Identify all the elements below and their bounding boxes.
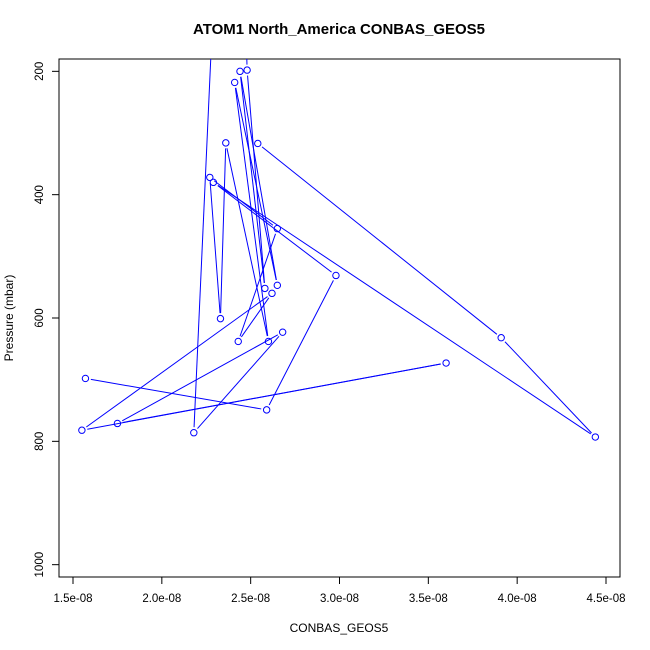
data-point bbox=[81, 374, 90, 383]
y-axis: 200 400 600 800 1000 bbox=[34, 62, 59, 578]
data-point bbox=[236, 67, 244, 76]
data-point bbox=[113, 419, 122, 428]
series-line-segment bbox=[247, 75, 265, 283]
x-tick-label: 4.5e-08 bbox=[586, 593, 625, 605]
chart-title: ATOM1 North_America CONBAS_GEOS5 bbox=[193, 21, 485, 38]
series-line-segment bbox=[504, 341, 592, 434]
series-line-segment bbox=[122, 363, 441, 423]
y-tick-label: 600 bbox=[34, 308, 46, 327]
y-tick-label: 400 bbox=[34, 185, 46, 204]
data-point bbox=[268, 289, 276, 298]
x-tick-label: 2.0e-08 bbox=[142, 593, 181, 605]
data-point bbox=[243, 66, 251, 74]
plot-area bbox=[78, 59, 600, 441]
series-line-segment bbox=[220, 148, 227, 314]
x-axis-label: CONBAS_GEOS5 bbox=[290, 621, 389, 635]
data-point bbox=[230, 78, 239, 87]
series-line-segment bbox=[268, 280, 334, 406]
y-tick-label: 1000 bbox=[34, 552, 46, 578]
series-line-segment bbox=[226, 148, 268, 337]
y-axis-label: Pressure (mbar) bbox=[2, 275, 16, 362]
data-point bbox=[234, 337, 242, 346]
series-line-segment bbox=[90, 378, 262, 410]
x-tick-label: 1.5e-08 bbox=[53, 593, 92, 605]
data-point bbox=[254, 139, 262, 148]
data-point bbox=[216, 314, 225, 323]
series-line-segment bbox=[217, 185, 332, 273]
data-point bbox=[206, 173, 214, 182]
series-line-segment bbox=[240, 297, 270, 338]
data-point bbox=[209, 178, 218, 187]
series-line-segment bbox=[193, 59, 212, 428]
data-point bbox=[273, 281, 282, 290]
series-line-segment bbox=[209, 182, 221, 314]
x-tick-label: 4.0e-08 bbox=[498, 593, 537, 605]
x-tick-label: 3.5e-08 bbox=[409, 593, 448, 605]
data-point bbox=[497, 334, 505, 342]
data-point bbox=[222, 139, 230, 147]
series-line-segment bbox=[121, 334, 279, 422]
x-tick-label: 3.0e-08 bbox=[320, 593, 359, 605]
x-axis: 1.5e-08 2.0e-08 2.5e-08 3.0e-08 3.5e-08 4.0e-… bbox=[53, 577, 626, 605]
data-point bbox=[264, 337, 273, 346]
data-point bbox=[261, 284, 269, 293]
series-line-segment bbox=[197, 335, 280, 429]
series-line-segment bbox=[240, 76, 265, 283]
data-point bbox=[78, 426, 86, 434]
series-line-segment bbox=[261, 146, 498, 335]
data-point bbox=[278, 328, 287, 336]
series-line-segment bbox=[217, 184, 592, 435]
data-point bbox=[332, 271, 340, 280]
data-point bbox=[442, 359, 450, 367]
series-line-segment bbox=[235, 87, 277, 281]
series-line-segment bbox=[240, 76, 277, 280]
plot-frame bbox=[58, 58, 621, 578]
series-line-segment bbox=[239, 233, 276, 337]
y-tick-label: 800 bbox=[34, 432, 46, 451]
data-point bbox=[262, 406, 271, 414]
data-point bbox=[591, 433, 600, 441]
data-point bbox=[190, 429, 198, 437]
x-tick-label: 2.5e-08 bbox=[231, 593, 270, 605]
series-line-segment bbox=[86, 296, 268, 428]
y-tick-label: 200 bbox=[34, 62, 46, 81]
